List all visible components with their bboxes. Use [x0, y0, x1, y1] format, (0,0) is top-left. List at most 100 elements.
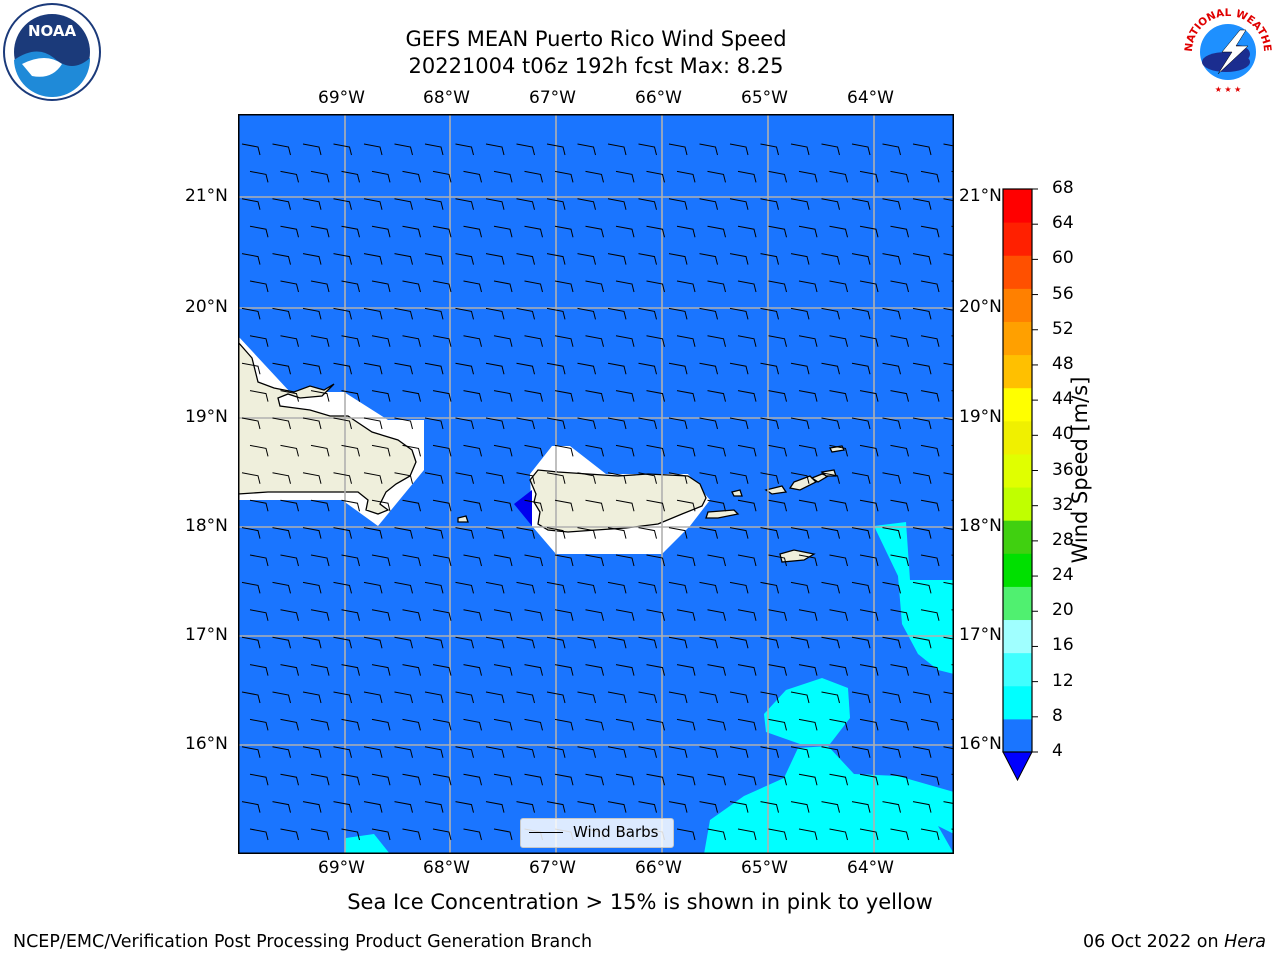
wind-barb — [463, 170, 482, 183]
wind-barb — [577, 253, 596, 265]
wind-barb — [455, 527, 474, 539]
wind-barb — [455, 307, 474, 320]
wind-barb — [302, 581, 322, 594]
wind-barb — [737, 444, 757, 457]
wind-barb — [829, 609, 848, 621]
wind-barb — [882, 143, 901, 156]
wind-barb — [402, 170, 421, 183]
colorbar-segment — [1003, 288, 1032, 322]
wind-barb — [798, 444, 818, 457]
noaa-logo-text: NOAA — [28, 22, 77, 40]
colorbar-segment — [1003, 453, 1032, 488]
wind-barb — [646, 170, 665, 183]
wind-barb — [394, 198, 413, 210]
wind-barb — [676, 664, 696, 676]
colorbar-segment — [1003, 255, 1032, 289]
wind-barb — [485, 472, 505, 484]
wind-barb — [371, 335, 391, 347]
colorbar-tick-label: 68 — [1052, 178, 1074, 198]
wind-barb — [890, 499, 909, 512]
wind-barb — [554, 225, 574, 238]
wind-barb — [455, 581, 474, 594]
map-legend: Wind Barbs — [520, 818, 674, 848]
wind-barb — [577, 527, 596, 539]
wind-barb — [912, 198, 932, 210]
wind-barb — [272, 362, 291, 375]
wind-barb — [790, 253, 810, 265]
wind-barb — [851, 198, 871, 210]
wind-barb — [333, 801, 352, 813]
wind-barb — [821, 472, 840, 484]
wind-barb — [676, 335, 696, 347]
wind-barb — [768, 280, 787, 293]
wind-barb — [615, 718, 635, 731]
lon-label-bottom: 68°W — [423, 858, 470, 878]
wind-barb — [241, 143, 261, 156]
wind-barb — [463, 554, 482, 567]
wind-barb — [729, 636, 749, 649]
wind-barb — [760, 746, 779, 758]
wind-barb — [729, 307, 749, 320]
wind-barb — [241, 746, 261, 758]
wind-barb — [646, 773, 665, 786]
wind-barb — [333, 527, 352, 539]
wind-barb — [394, 307, 413, 320]
wind-barb — [768, 499, 787, 512]
wind-barb — [463, 828, 482, 841]
wind-barb — [402, 718, 421, 731]
wind-barb — [455, 143, 474, 156]
wind-barb — [493, 280, 513, 293]
wind-barb — [394, 362, 413, 375]
wind-barb — [707, 280, 726, 293]
wind-barb — [455, 636, 474, 649]
colorbar-tick-label: 28 — [1052, 529, 1074, 550]
colorbar — [1002, 188, 1038, 782]
wind-barb — [707, 773, 726, 786]
wind-barb — [546, 746, 566, 758]
wind-barb — [546, 472, 566, 484]
wind-barb — [341, 170, 360, 183]
wind-barb — [699, 253, 718, 265]
wind-barb — [768, 554, 787, 567]
wind-barb — [272, 417, 291, 430]
wind-barb — [280, 390, 299, 402]
colorbar-tick-label: 8 — [1052, 705, 1063, 726]
wind-barb — [333, 472, 352, 484]
lat-label-left: 19°N — [185, 407, 228, 427]
colorbar-title: Wind Speed [m/s] — [1068, 376, 1092, 564]
wind-barb — [790, 801, 810, 813]
wind-barb — [371, 225, 391, 238]
wind-barb — [241, 362, 261, 375]
wind-barb — [432, 664, 452, 676]
wind-barb — [699, 362, 718, 375]
wind-barb — [493, 444, 513, 457]
wind-barb — [272, 198, 291, 210]
wind-barb — [920, 554, 940, 567]
lat-label-left: 16°N — [185, 734, 228, 754]
wind-barb — [310, 280, 330, 293]
wind-barb — [943, 307, 954, 311]
lat-label-left: 17°N — [185, 625, 228, 645]
wind-barb — [729, 198, 749, 210]
wind-barb — [737, 554, 757, 567]
wind-barb — [646, 280, 665, 293]
wind-barb — [646, 444, 665, 457]
wind-barb — [607, 417, 627, 430]
wind-barb — [920, 773, 940, 786]
lat-label-left: 21°N — [185, 186, 228, 206]
wind-barb — [729, 362, 749, 375]
wind-barb — [554, 718, 574, 731]
wind-barb — [432, 499, 452, 512]
wind-barb — [432, 225, 452, 238]
wind-barb — [516, 801, 535, 813]
wind-barb — [851, 143, 871, 156]
wind-barb — [638, 472, 657, 484]
wind-barb — [577, 581, 596, 594]
wind-barb — [729, 746, 749, 758]
wind-barb — [272, 636, 291, 649]
lat-label-right: 18°N — [959, 516, 1002, 536]
wind-barb — [615, 499, 635, 512]
wind-barb — [882, 417, 901, 430]
wind-barb — [760, 417, 779, 430]
wind-barb — [607, 307, 627, 320]
